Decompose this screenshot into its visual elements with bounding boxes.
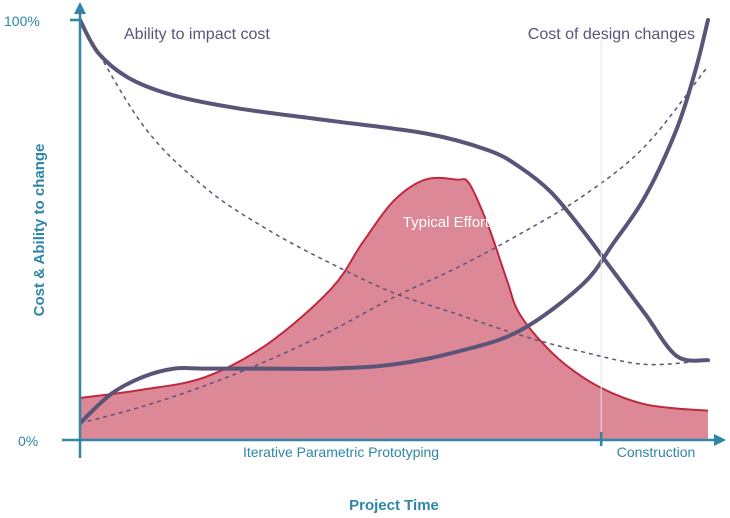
series-line-dashed-2 <box>80 19 709 366</box>
phase-label-prototyping: Iterative Parametric Prototyping <box>243 444 439 460</box>
y-axis-arrow-icon <box>74 2 86 14</box>
y-tick-label-0: 0% <box>18 433 38 449</box>
series-area-typical-effort <box>80 177 708 440</box>
x-axis-title: Project Time <box>349 497 439 514</box>
series-line-typical-effort <box>80 176 709 412</box>
effort-area-layer <box>80 176 709 440</box>
series-line-cost-of-design-changes <box>80 18 710 426</box>
series-label-ability-to-impact-cost: Ability to impact cost <box>124 26 270 43</box>
y-tick-label-100: 100% <box>4 13 40 29</box>
phase-label-construction: Construction <box>617 444 696 460</box>
series-label-typical-effort: Typical Effort <box>403 214 490 231</box>
dashed-curves-layer <box>80 19 709 424</box>
series-line-ability-to-impact-cost <box>80 18 710 363</box>
solid-curves-layer <box>80 18 710 426</box>
series-line-dashed-3 <box>80 65 709 424</box>
y-axis-title: Cost & Ability to change <box>31 144 48 317</box>
x-axis-arrow-icon <box>714 434 726 446</box>
series-label-cost-of-design-changes: Cost of design changes <box>528 26 695 43</box>
